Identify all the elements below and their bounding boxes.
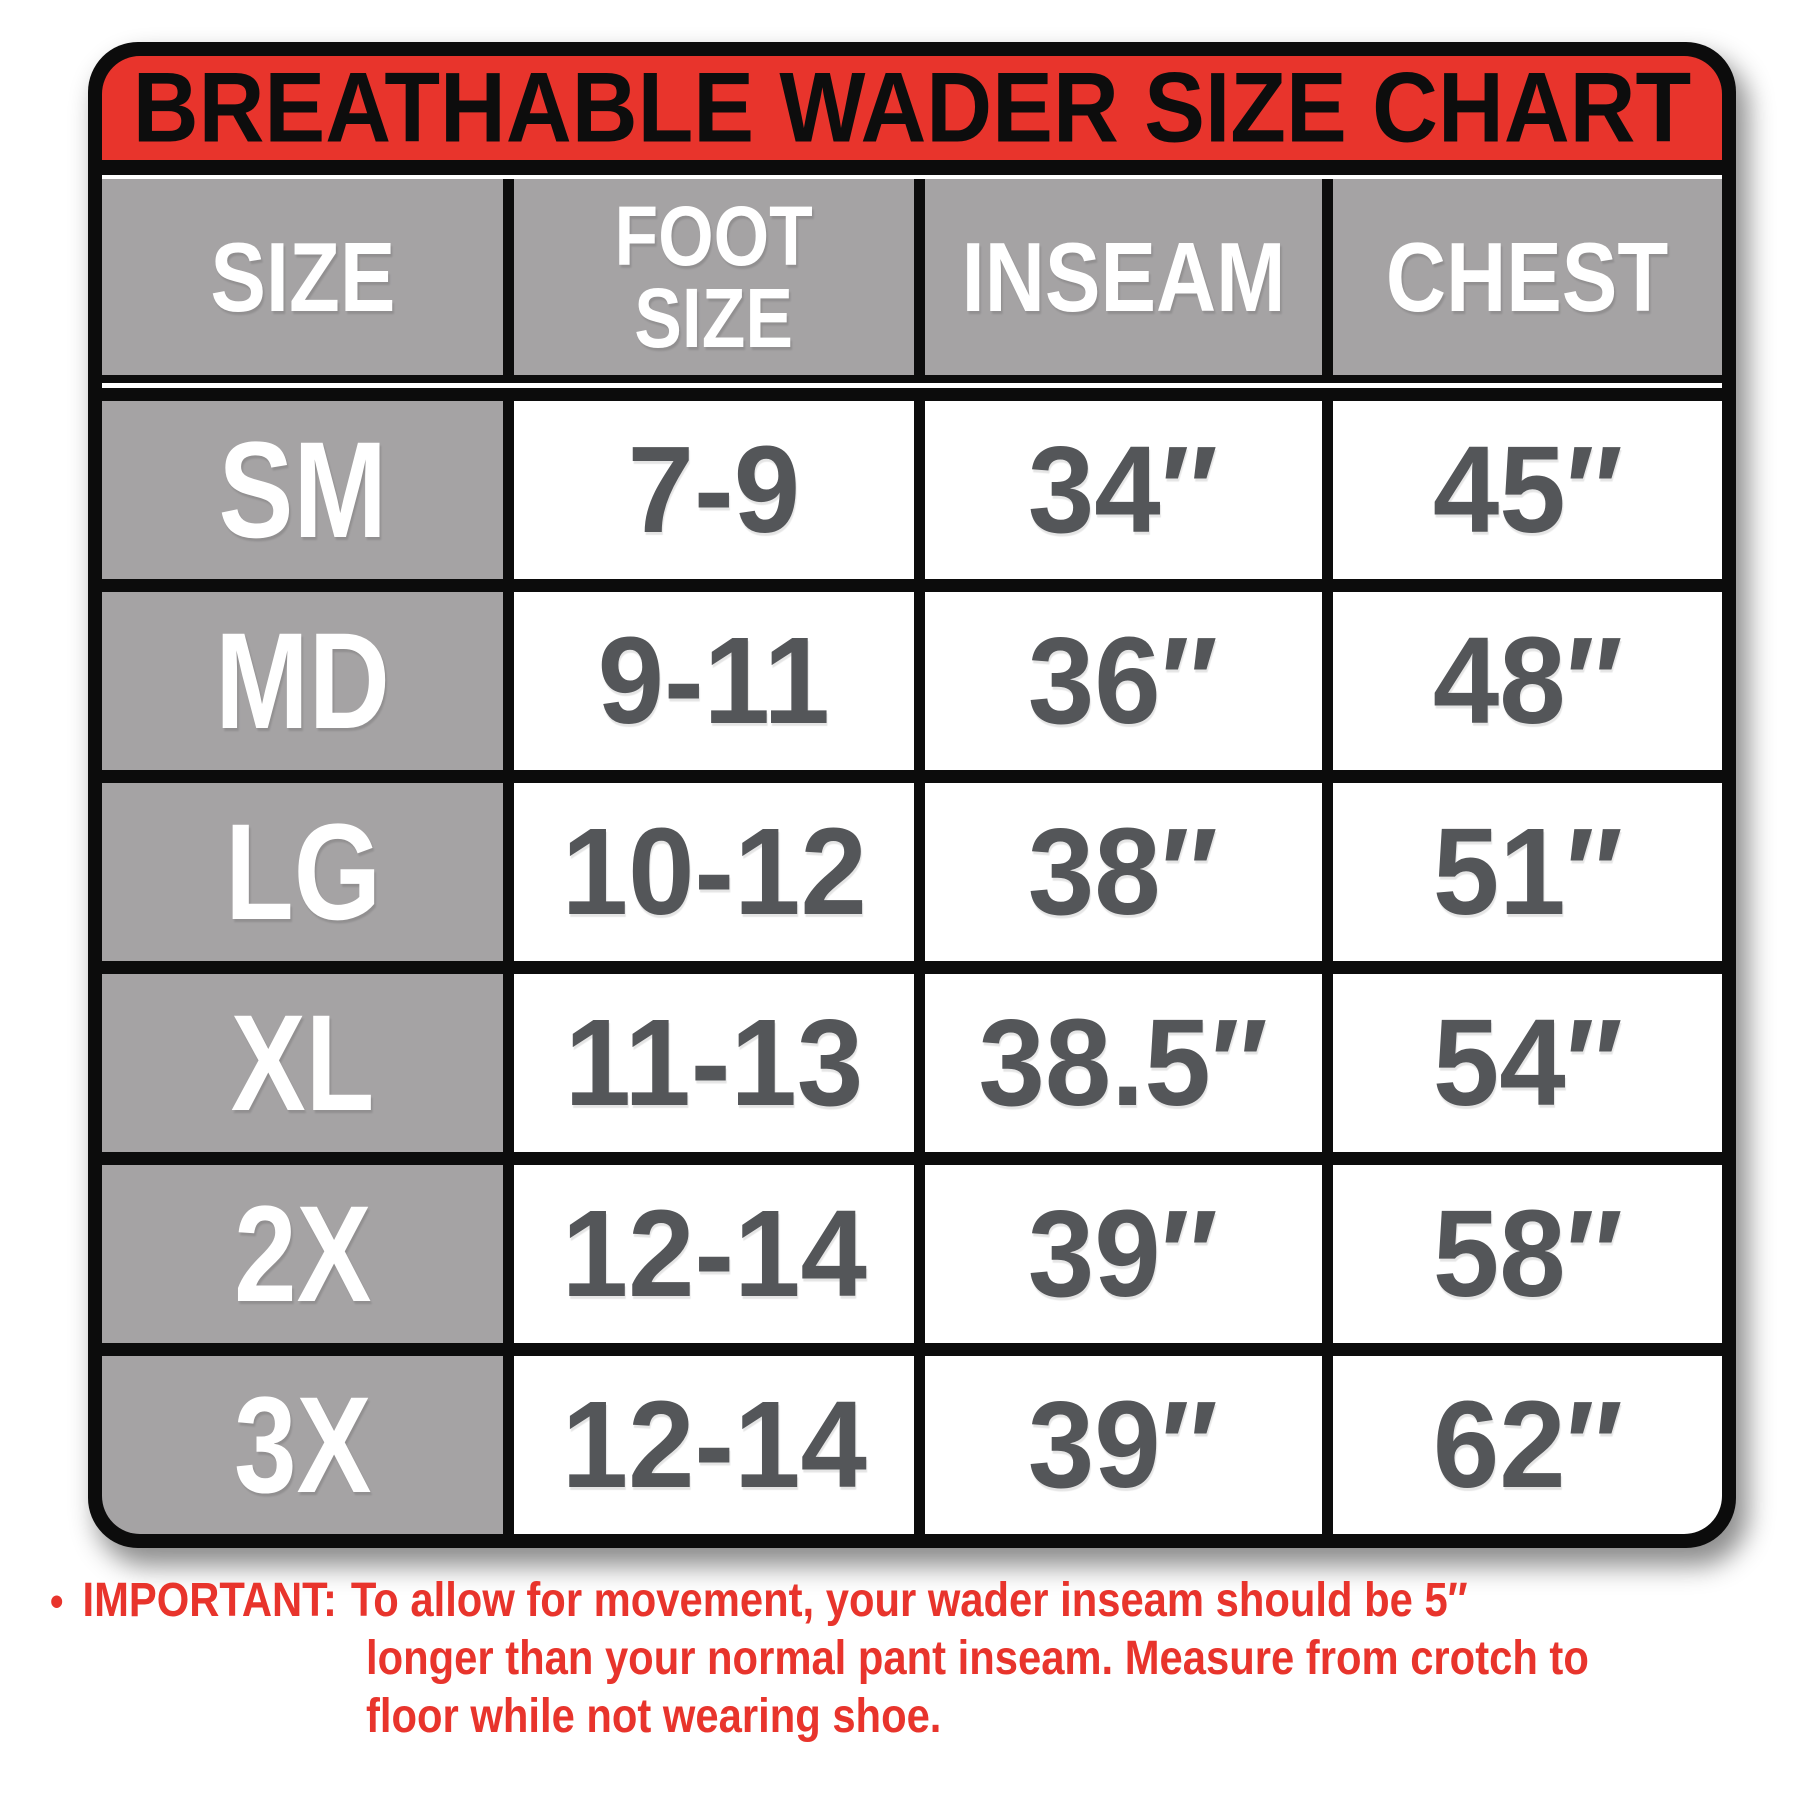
inseam-cell: 36″	[924, 592, 1322, 770]
inseam-cell: 38.5″	[924, 974, 1322, 1152]
inseam-cell: 39″	[924, 1356, 1322, 1534]
size-chart-inner: BREATHABLE WADER SIZE CHART SIZE FOOT SI…	[102, 56, 1722, 1534]
page-title: BREATHABLE WADER SIZE CHART	[132, 56, 1692, 164]
title-bar: BREATHABLE WADER SIZE CHART	[102, 56, 1722, 163]
header-cell-foot-size: FOOT SIZE	[514, 179, 914, 375]
foot-size-cell: 10-12	[514, 783, 914, 961]
chest-cell: 54″	[1332, 974, 1722, 1152]
foot-size-cell: 7-9	[514, 401, 914, 579]
important-note-line-3: floor while not wearing shoe.	[366, 1690, 942, 1743]
important-label: IMPORTANT:	[82, 1574, 337, 1627]
header-underline	[102, 375, 1722, 383]
table-header-row: SIZE FOOT SIZE INSEAM CHEST	[102, 179, 1722, 375]
header-label-size: SIZE	[210, 222, 396, 332]
foot-size-cell: 12-14	[514, 1165, 914, 1343]
header-cell-inseam: INSEAM	[924, 179, 1322, 375]
title-divider-highlight	[102, 175, 1722, 179]
table-body: SM 7-9 34″ 45″ MD 9-11 36″ 48″ LG 10-12 …	[102, 388, 1722, 1534]
size-cell: LG	[102, 783, 504, 961]
chest-cell: 58″	[1332, 1165, 1722, 1343]
header-cell-size: SIZE	[102, 179, 504, 375]
size-cell: SM	[102, 401, 504, 579]
size-chart-card: BREATHABLE WADER SIZE CHART SIZE FOOT SI…	[88, 42, 1736, 1548]
chest-cell: 45″	[1332, 401, 1722, 579]
size-cell: MD	[102, 592, 504, 770]
chest-cell: 62″	[1332, 1356, 1722, 1534]
foot-size-cell: 11-13	[514, 974, 914, 1152]
important-note-line-1: • IMPORTANT: To allow for movement, your w…	[50, 1572, 1548, 1630]
important-note-line-2: longer than your normal pant inseam. Mea…	[366, 1632, 1589, 1685]
size-cell: 3X	[102, 1356, 504, 1534]
title-divider	[102, 160, 1722, 175]
size-cell: 2X	[102, 1165, 504, 1343]
bullet-icon: •	[50, 1577, 64, 1626]
foot-size-cell: 9-11	[514, 592, 914, 770]
important-note: • IMPORTANT: To allow for movement, your w…	[50, 1572, 1772, 1746]
size-cell: XL	[102, 974, 504, 1152]
header-label-inseam: INSEAM	[961, 222, 1286, 332]
note-text-1: To allow for movement, your wader inseam…	[350, 1574, 1468, 1627]
header-underline-highlight	[102, 383, 1722, 388]
chest-cell: 48″	[1332, 592, 1722, 770]
header-cell-chest: CHEST	[1332, 179, 1722, 375]
header-label-foot-size: FOOT SIZE	[614, 188, 814, 365]
chest-cell: 51″	[1332, 783, 1722, 961]
inseam-cell: 39″	[924, 1165, 1322, 1343]
inseam-cell: 38″	[924, 783, 1322, 961]
foot-size-cell: 12-14	[514, 1356, 914, 1534]
inseam-cell: 34″	[924, 401, 1322, 579]
header-label-chest: CHEST	[1386, 222, 1669, 332]
